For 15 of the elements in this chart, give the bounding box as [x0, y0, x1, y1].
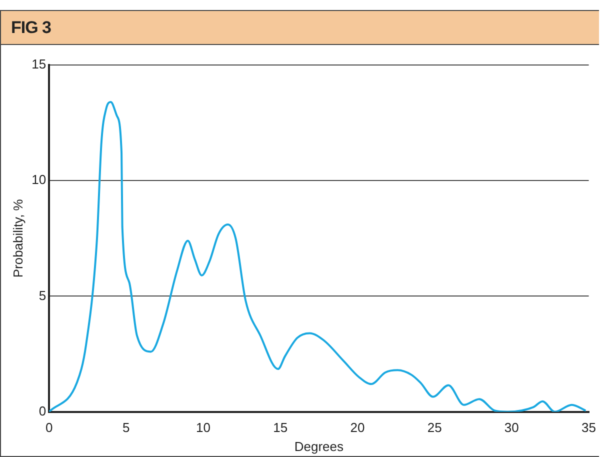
x-axis-title: Degrees — [294, 438, 344, 454]
chart-title: FIG 3 — [11, 18, 52, 38]
x-tick-label: 5 — [122, 420, 130, 436]
y-tick-label: 5 — [38, 288, 46, 303]
y-tick-label: 15 — [32, 56, 46, 72]
x-tick-label: 25 — [427, 420, 442, 436]
y-tick-label: 10 — [32, 172, 46, 188]
x-tick-label: 15 — [273, 420, 288, 436]
line-series — [49, 100, 587, 412]
y-tick-label: 0 — [38, 403, 46, 418]
y-axis-title: Probability, % — [10, 198, 26, 278]
x-tick-label: 30 — [504, 420, 519, 436]
x-tick-label: 20 — [350, 420, 365, 436]
x-tick-label: 35 — [582, 420, 596, 436]
x-tick-label: 10 — [196, 420, 210, 436]
